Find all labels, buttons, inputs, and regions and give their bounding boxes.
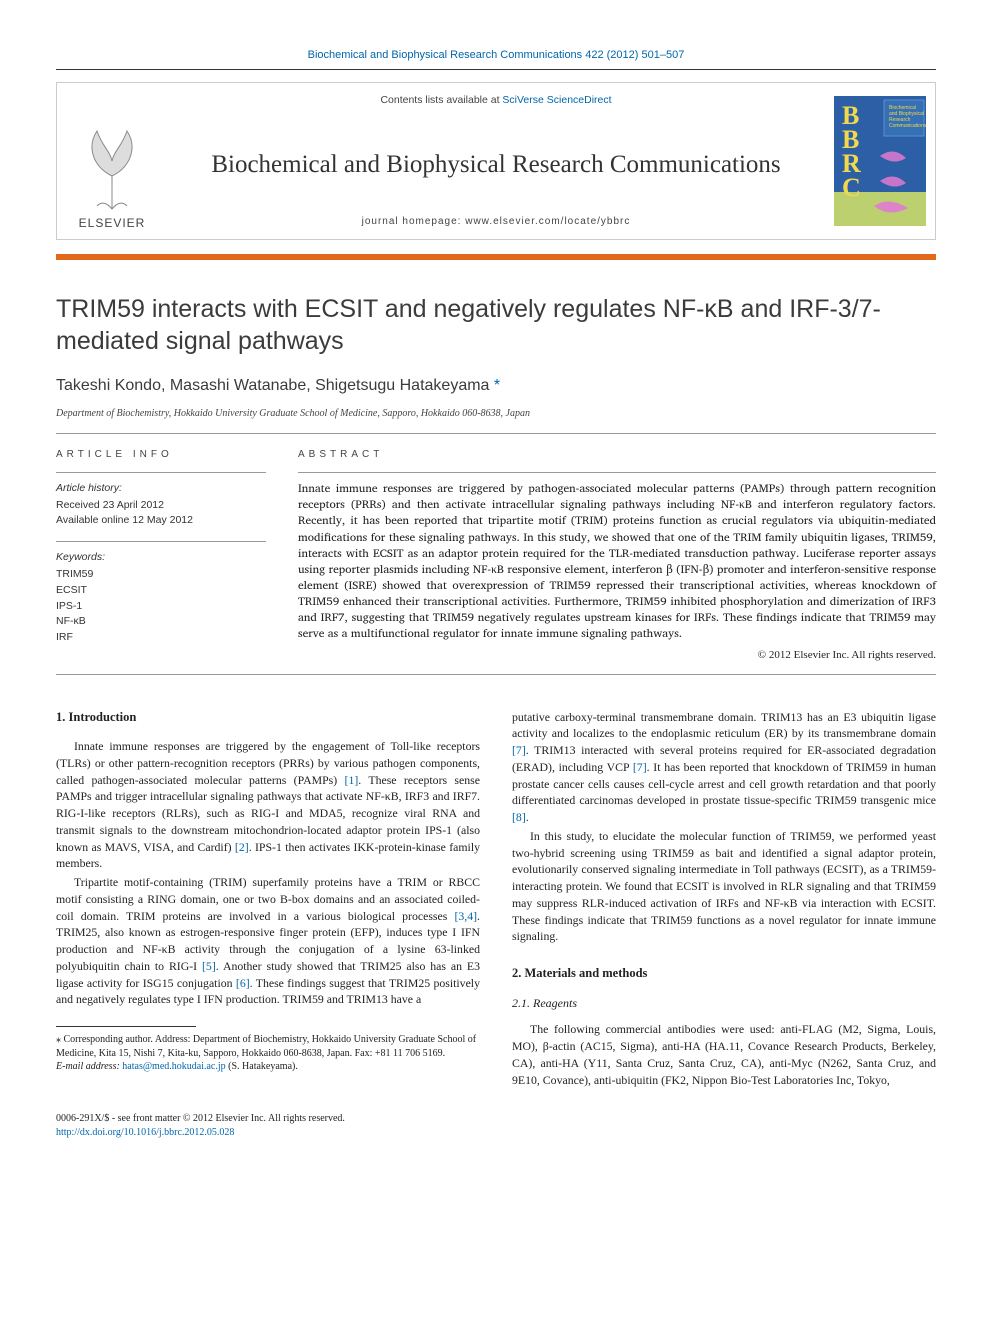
footnote-rule [56, 1026, 196, 1027]
reagents-subheading: 2.1. Reagents [512, 995, 936, 1012]
citation-link[interactable]: [7] [512, 743, 526, 757]
masthead-center: Contents lists available at SciVerse Sci… [167, 83, 825, 239]
journal-name: Biochemical and Biophysical Research Com… [211, 147, 780, 182]
article-history-block: Article history: Received 23 April 2012 … [56, 472, 266, 527]
footer-left: 0006-291X/$ - see front matter © 2012 El… [56, 1112, 345, 1140]
footer-copyright-line: 0006-291X/$ - see front matter © 2012 El… [56, 1112, 345, 1126]
rule-below-abstract [56, 674, 936, 675]
homepage-url[interactable]: www.elsevier.com/locate/ybbrc [465, 216, 630, 227]
keyword-item: NF-κB [56, 614, 266, 630]
materials-methods-heading: 2. Materials and methods [512, 965, 936, 983]
email-label: E-mail address: [56, 1061, 122, 1072]
publisher-name: ELSEVIER [79, 215, 146, 232]
citation-link[interactable]: [8] [512, 810, 526, 824]
journal-masthead: ELSEVIER Contents lists available at Sci… [56, 82, 936, 240]
contents-prefix: Contents lists available at [380, 94, 502, 106]
page-container: Biochemical and Biophysical Research Com… [0, 0, 992, 1180]
sciencedirect-link[interactable]: SciVerse ScienceDirect [502, 94, 611, 106]
abstract-column: ABSTRACT Innate immune responses are tri… [298, 448, 936, 663]
citation-link[interactable]: [5] [202, 959, 216, 973]
keyword-item: TRIM59 [56, 567, 266, 583]
svg-text:Communications: Communications [889, 123, 926, 129]
history-label: Article history: [56, 481, 266, 496]
history-received: Received 23 April 2012 [56, 498, 266, 513]
publisher-logo-block: ELSEVIER [57, 83, 167, 239]
keywords-block: Keywords: TRIM59 ECSIT IPS-1 NF-κB IRF [56, 541, 266, 645]
email-suffix: (S. Hatakeyama). [226, 1061, 298, 1072]
keyword-item: IPS-1 [56, 599, 266, 615]
right-column: putative carboxy-terminal transmembrane … [512, 709, 936, 1091]
orange-divider-bar [56, 254, 936, 260]
running-header-link[interactable]: Biochemical and Biophysical Research Com… [308, 49, 685, 61]
citation-link[interactable]: [2] [235, 840, 249, 854]
abstract-text: Innate immune responses are triggered by… [298, 481, 936, 642]
citation-link[interactable]: [3,4] [454, 909, 477, 923]
corresponding-footnote: ⁎ Corresponding author. Address: Departm… [56, 1033, 480, 1060]
page-footer-bar: 0006-291X/$ - see front matter © 2012 El… [56, 1112, 936, 1140]
abstract-copyright: © 2012 Elsevier Inc. All rights reserved… [298, 648, 936, 663]
article-info-heading: ARTICLE INFO [56, 448, 266, 462]
authors-text: Takeshi Kondo, Masashi Watanabe, Shigets… [56, 377, 489, 394]
doi-link[interactable]: http://dx.doi.org/10.1016/j.bbrc.2012.05… [56, 1127, 234, 1138]
contents-line: Contents lists available at SciVerse Sci… [380, 93, 611, 108]
keyword-item: ECSIT [56, 583, 266, 599]
spacer [512, 947, 936, 965]
homepage-label: journal homepage: [362, 216, 466, 227]
right-para-1: putative carboxy-terminal transmembrane … [512, 709, 936, 826]
keyword-item: IRF [56, 630, 266, 646]
article-title: TRIM59 interacts with ECSIT and negative… [56, 294, 936, 357]
intro-para-2: Tripartite motif-containing (TRIM) super… [56, 874, 480, 1008]
citation-link[interactable]: [7] [633, 760, 647, 774]
running-header: Biochemical and Biophysical Research Com… [56, 48, 936, 70]
info-abstract-row: ARTICLE INFO Article history: Received 2… [56, 448, 936, 663]
right-para-2: In this study, to elucidate the molecula… [512, 828, 936, 945]
article-info-column: ARTICLE INFO Article history: Received 2… [56, 448, 266, 663]
corresponding-author-mark[interactable]: * [489, 377, 500, 394]
abstract-top-rule [298, 472, 936, 473]
email-link[interactable]: hatas@med.hokudai.ac.jp [122, 1061, 225, 1072]
abstract-heading: ABSTRACT [298, 448, 936, 462]
journal-cover-icon: Biochemical and Biophysical Research Com… [834, 96, 926, 226]
elsevier-tree-icon [72, 121, 152, 211]
left-column: 1. Introduction Innate immune responses … [56, 709, 480, 1091]
reagents-para: The following commercial antibodies were… [512, 1021, 936, 1088]
body-columns: 1. Introduction Innate immune responses … [56, 709, 936, 1091]
authors-line: Takeshi Kondo, Masashi Watanabe, Shigets… [56, 375, 936, 397]
svg-text:C: C [842, 173, 861, 202]
rule-above-info [56, 433, 936, 434]
history-online: Available online 12 May 2012 [56, 513, 266, 528]
homepage-line: journal homepage: www.elsevier.com/locat… [362, 215, 631, 229]
email-footnote: E-mail address: hatas@med.hokudai.ac.jp … [56, 1060, 480, 1074]
citation-link[interactable]: [6] [236, 976, 250, 990]
introduction-heading: 1. Introduction [56, 709, 480, 727]
citation-link[interactable]: [1] [345, 773, 359, 787]
keywords-label: Keywords: [56, 550, 266, 565]
intro-para-1: Innate immune responses are triggered by… [56, 738, 480, 872]
affiliation: Department of Biochemistry, Hokkaido Uni… [56, 407, 936, 421]
journal-cover-block: Biochemical and Biophysical Research Com… [825, 83, 935, 239]
